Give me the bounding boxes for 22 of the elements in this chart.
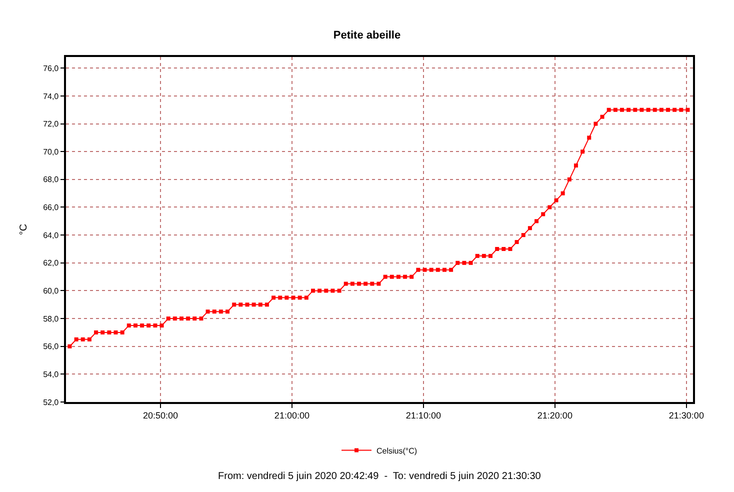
x-tick-label: 21:10:00 <box>406 410 441 421</box>
x-tick-label: 20:50:00 <box>142 410 178 421</box>
y-tick-label: 58,0 <box>43 314 60 324</box>
y-tick-label: 54,0 <box>43 370 60 379</box>
y-tick-label: 56,0 <box>43 342 60 352</box>
y-axis-title: °C <box>18 224 30 236</box>
y-tick-label: 60,0 <box>43 286 60 296</box>
y-tick-label: 76,0 <box>43 64 60 73</box>
y-tick-label: 52,0 <box>43 398 60 407</box>
y-tick-label: 64,0 <box>43 230 60 240</box>
y-tick-label: 68,0 <box>43 175 60 184</box>
x-tick-label: 21:20:00 <box>537 410 572 421</box>
text: From: vendredi 5 juin 2020 20:42:49 - To: vendredi 5 juin 2020 21:30:30 <box>218 471 542 482</box>
x-tick-label: 21:00:00 <box>274 410 310 421</box>
y-tick-label: 74,0 <box>43 92 60 101</box>
y-tick-label: 70,0 <box>43 147 60 156</box>
y-tick-label: 72,0 <box>43 120 60 129</box>
chart-title: Petite abeille <box>333 29 401 42</box>
y-tick-label: 66,0 <box>43 203 60 212</box>
legend-label: Celsius(°C) <box>376 446 418 456</box>
y-tick-label: 62,0 <box>43 258 60 268</box>
x-tick-label: 21:30:00 <box>668 410 704 421</box>
